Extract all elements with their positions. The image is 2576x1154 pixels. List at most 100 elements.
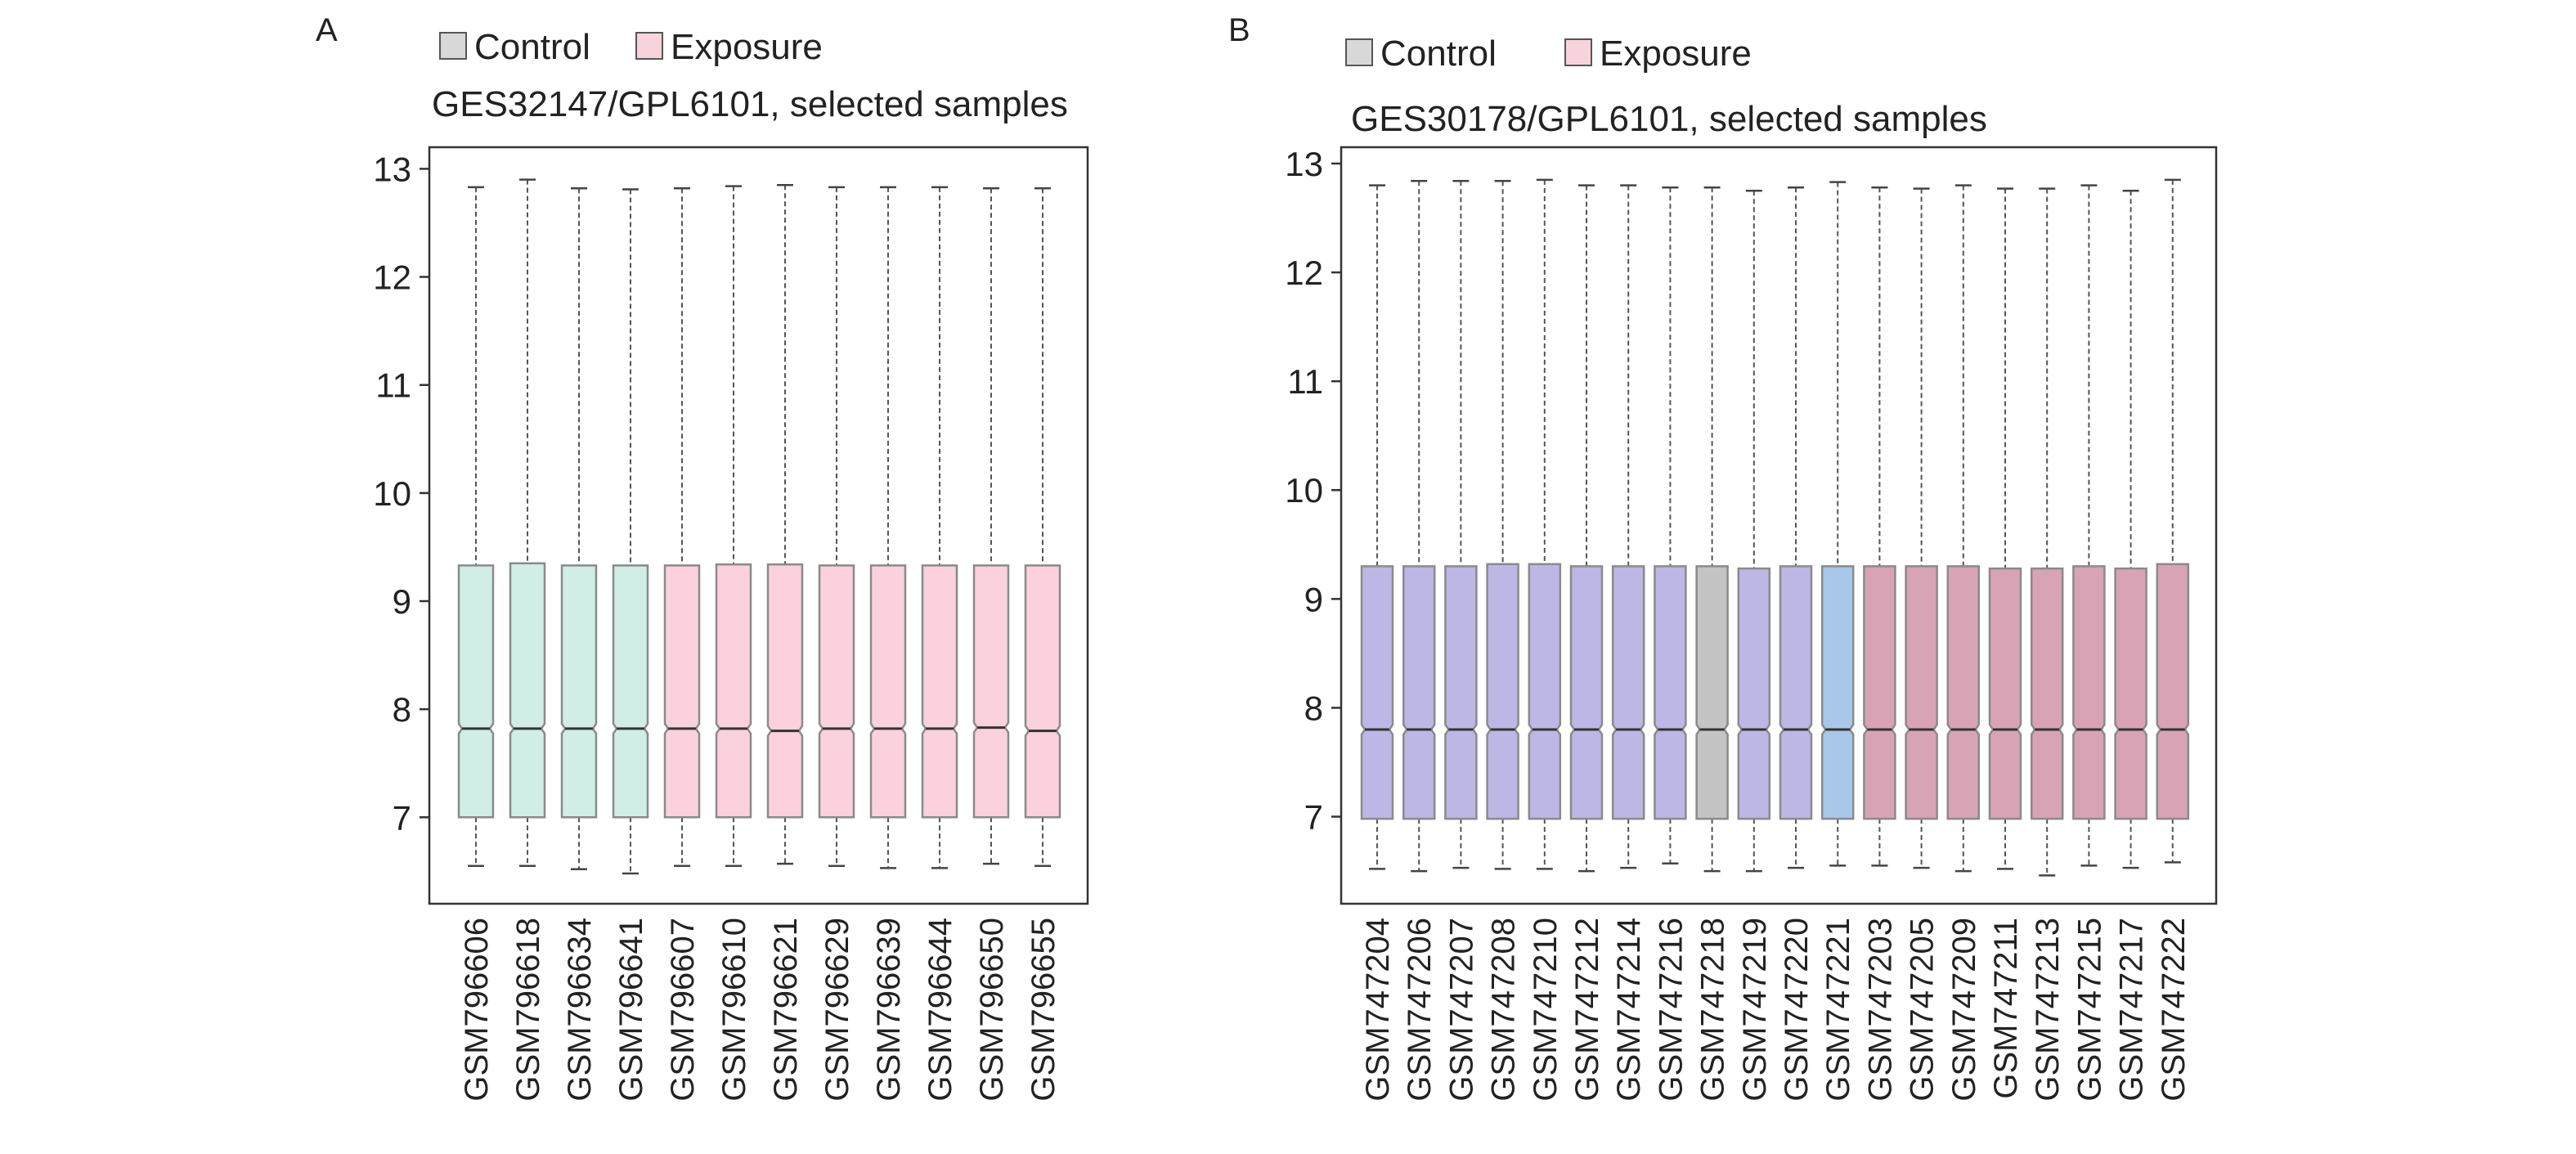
box-body: [1528, 563, 1562, 820]
plot-frame-a: [428, 146, 1089, 905]
box-GSM796634: [560, 186, 598, 870]
chart-title-b: GES30178/GPL6101, selected samples: [1351, 99, 1987, 139]
box-GSM747213: [2030, 187, 2064, 877]
box-body: [1695, 565, 1729, 820]
y-tick-label: 11: [1287, 362, 1323, 401]
plot-frame-b: [1340, 146, 2218, 905]
box-body: [715, 563, 752, 819]
box-GSM796606: [457, 186, 495, 867]
y-axis-b: 7 8 9 10 11 12 13: [1285, 145, 1341, 837]
y-tick-label: 8: [393, 690, 411, 729]
legend-a: Control Exposure: [439, 27, 823, 67]
x-tick-label: GSM796610: [716, 918, 752, 1102]
box-body: [1569, 565, 1604, 820]
x-tick-label: GSM747206: [1402, 918, 1438, 1102]
legend-swatch-control-a: [439, 32, 467, 60]
x-tick-label: GSM747220: [1779, 918, 1815, 1102]
x-tick-label: GSM796650: [974, 918, 1010, 1102]
box-body: [766, 563, 804, 819]
x-tick-label: GSM796606: [459, 918, 495, 1102]
x-tick-label: GSM747216: [1653, 918, 1689, 1102]
y-tick-label: 12: [1285, 254, 1323, 292]
x-tick-label: GSM747211: [1988, 918, 2024, 1099]
x-tick-label: GSM796618: [510, 918, 546, 1102]
box-body: [509, 562, 546, 819]
box-GSM796650: [972, 186, 1010, 865]
box-GSM796607: [663, 186, 701, 867]
x-tick-label: GSM747213: [2030, 918, 2066, 1102]
legend-swatch-exposure-a: [635, 32, 663, 60]
box-body: [1863, 565, 1896, 820]
box-GSM796610: [715, 185, 752, 867]
box-body: [1946, 565, 1981, 820]
x-tick-label: GSM747209: [1946, 918, 1982, 1102]
box-GSM796618: [509, 178, 546, 867]
box-body: [972, 564, 1010, 819]
panel-label-a: A: [316, 12, 338, 48]
x-tick-label: GSM796655: [1025, 918, 1061, 1102]
x-tick-label: GSM747203: [1862, 918, 1898, 1102]
box-body: [560, 564, 598, 819]
legend-label-exposure-b: Exposure: [1600, 34, 1752, 74]
box-body: [2030, 567, 2064, 820]
x-tick-label: GSM747204: [1360, 918, 1396, 1102]
y-tick-label: 7: [1304, 798, 1323, 837]
box-body: [612, 564, 649, 819]
box-GSM796639: [869, 186, 907, 869]
x-tick-label: GSM747217: [2114, 918, 2150, 1102]
box-body: [1820, 565, 1855, 820]
box-GSM747204: [1360, 184, 1394, 870]
legend-label-control-a: Control: [474, 27, 590, 67]
box-body: [2114, 567, 2147, 820]
legend-label-control-b: Control: [1380, 34, 1497, 74]
box-GSM747220: [1779, 186, 1813, 869]
box-GSM747221: [1820, 181, 1855, 867]
chart-title-a: GES32147/GPL6101, selected samples: [432, 84, 1068, 124]
x-tick-label: GSM747205: [1905, 918, 1941, 1102]
box-body: [1402, 565, 1436, 820]
x-tick-label: GSM796634: [562, 918, 598, 1102]
box-body: [1779, 565, 1813, 820]
box-GSM747214: [1611, 184, 1645, 869]
x-tick-label: GSM796639: [871, 918, 907, 1102]
legend-label-exposure-a: Exposure: [671, 27, 823, 67]
box-GSM747222: [2156, 178, 2190, 864]
panel-b: B Control Exposure GES30178/GPL6101, sel…: [1228, 12, 2218, 1102]
x-tick-label: GSM796607: [665, 918, 701, 1102]
box-body: [869, 564, 907, 819]
x-tick-label: GSM747221: [1820, 918, 1856, 1102]
box-body: [1444, 565, 1478, 820]
box-GSM747216: [1654, 186, 1687, 865]
box-body: [2156, 563, 2190, 820]
box-body: [2072, 565, 2106, 820]
box-body: [1024, 564, 1061, 819]
legend-swatch-control-b: [1345, 38, 1373, 66]
x-tick-label: GSM796644: [922, 918, 958, 1102]
y-tick-label: 11: [375, 366, 411, 405]
box-body: [1486, 563, 1519, 820]
box-GSM747210: [1528, 178, 1562, 870]
x-axis-labels-a: GSM796606 GSM796618 GSM796634 GSM796641 GSM7…: [459, 918, 1061, 1102]
box-GSM747205: [1905, 187, 1938, 869]
box-GSM747207: [1444, 180, 1478, 869]
box-body: [1737, 567, 1771, 820]
y-tick-label: 13: [1285, 145, 1323, 183]
box-GSM747219: [1737, 189, 1771, 873]
y-tick-label: 9: [1304, 580, 1323, 618]
box-GSM747206: [1402, 180, 1436, 873]
y-tick-label: 12: [373, 258, 411, 297]
y-axis-a: 7 8 9 10 11 12 13: [373, 150, 429, 837]
box-GSM796629: [818, 186, 855, 867]
box-body: [1360, 565, 1394, 820]
x-tick-label: GSM747208: [1486, 918, 1522, 1102]
x-tick-label: GSM747212: [1569, 918, 1605, 1102]
box-GSM796621: [766, 184, 804, 865]
x-tick-label: GSM747215: [2071, 918, 2107, 1102]
box-GSM747215: [2072, 184, 2106, 867]
legend-b: Control Exposure: [1345, 34, 1752, 74]
box-body: [1905, 565, 1938, 820]
box-GSM747209: [1946, 184, 1981, 873]
y-tick-label: 9: [393, 582, 411, 621]
box-body: [1611, 565, 1645, 820]
